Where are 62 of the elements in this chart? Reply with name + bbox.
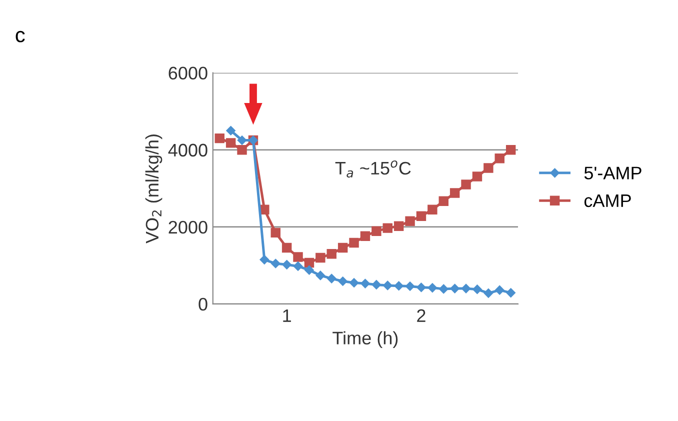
point [326,249,336,259]
point [372,226,382,236]
point [461,180,471,190]
point [270,258,280,268]
y-tick-label: 4000 [168,144,208,157]
point [237,145,247,155]
x-axis-title: Time (h) [332,331,398,348]
annotation: T$_{a}$ ~15$^{o}$C [335,160,411,178]
point [394,281,404,290]
point [405,216,415,226]
point [416,211,426,221]
text: c [16,30,25,42]
point [506,288,516,298]
point [260,255,270,264]
point [494,153,504,164]
point [372,280,382,290]
y-tick-label: 2000 [168,220,208,234]
point [450,188,460,198]
point [484,288,494,298]
point [316,252,326,263]
legend-label: 5'-AMP [584,166,642,180]
point [270,228,280,238]
point [338,276,348,286]
point [439,284,448,294]
point [237,136,247,145]
point [326,274,336,284]
point [226,126,236,136]
point [293,262,303,271]
point [428,204,438,214]
point [494,285,504,295]
point [304,265,314,275]
point [450,284,460,294]
point [484,163,494,173]
point [349,278,359,288]
point [472,172,482,182]
point [282,260,292,270]
point [226,138,236,148]
point [338,242,348,253]
point [282,242,292,253]
point [416,282,426,292]
point [394,221,404,232]
x-tick-label: 2 [417,309,426,322]
point [360,278,370,288]
x-tick-label: 1 [283,309,291,322]
point [472,284,482,294]
point [382,223,392,233]
legend-label: cAMP [584,194,631,208]
point [438,196,448,206]
y-axis-title: VO$_{2}$ (ml/kg/h) [145,134,162,244]
point [293,252,303,262]
y-tick-label: 6000 [168,66,208,80]
point [304,258,314,268]
point [349,238,359,248]
point [316,270,326,280]
point [405,282,415,291]
point [461,284,471,294]
point [428,283,438,292]
y-tick-label: 0 [198,298,208,311]
point [506,145,516,155]
point [382,280,392,290]
point [214,133,224,144]
point [360,231,370,242]
